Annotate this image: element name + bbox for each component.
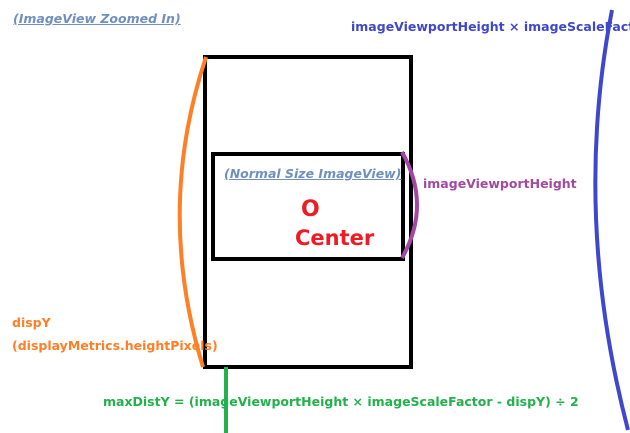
dispy-bracket	[177, 56, 208, 368]
viewport-scale-bracket	[593, 9, 630, 431]
viewport-height-bracket	[400, 151, 419, 259]
center-marker-icon: O	[301, 197, 320, 222]
normal-imageview-box	[211, 152, 405, 261]
dispy-source-label: (displayMetrics.heightPixels)	[12, 338, 218, 353]
center-label: Center	[295, 226, 375, 250]
viewport-scale-label: imageViewportHeight × imageScaleFactor	[351, 19, 630, 34]
viewport-height-label: imageViewportHeight	[423, 176, 577, 191]
max-dist-formula: maxDistY = (imageViewportHeight × imageS…	[103, 394, 579, 409]
normal-imageview-title: (Normal Size ImageView)	[224, 166, 402, 181]
zoomed-imageview-box	[203, 55, 413, 369]
dispy-label: dispY	[12, 315, 51, 330]
zoomed-imageview-title: (ImageView Zoomed In)	[13, 11, 181, 26]
